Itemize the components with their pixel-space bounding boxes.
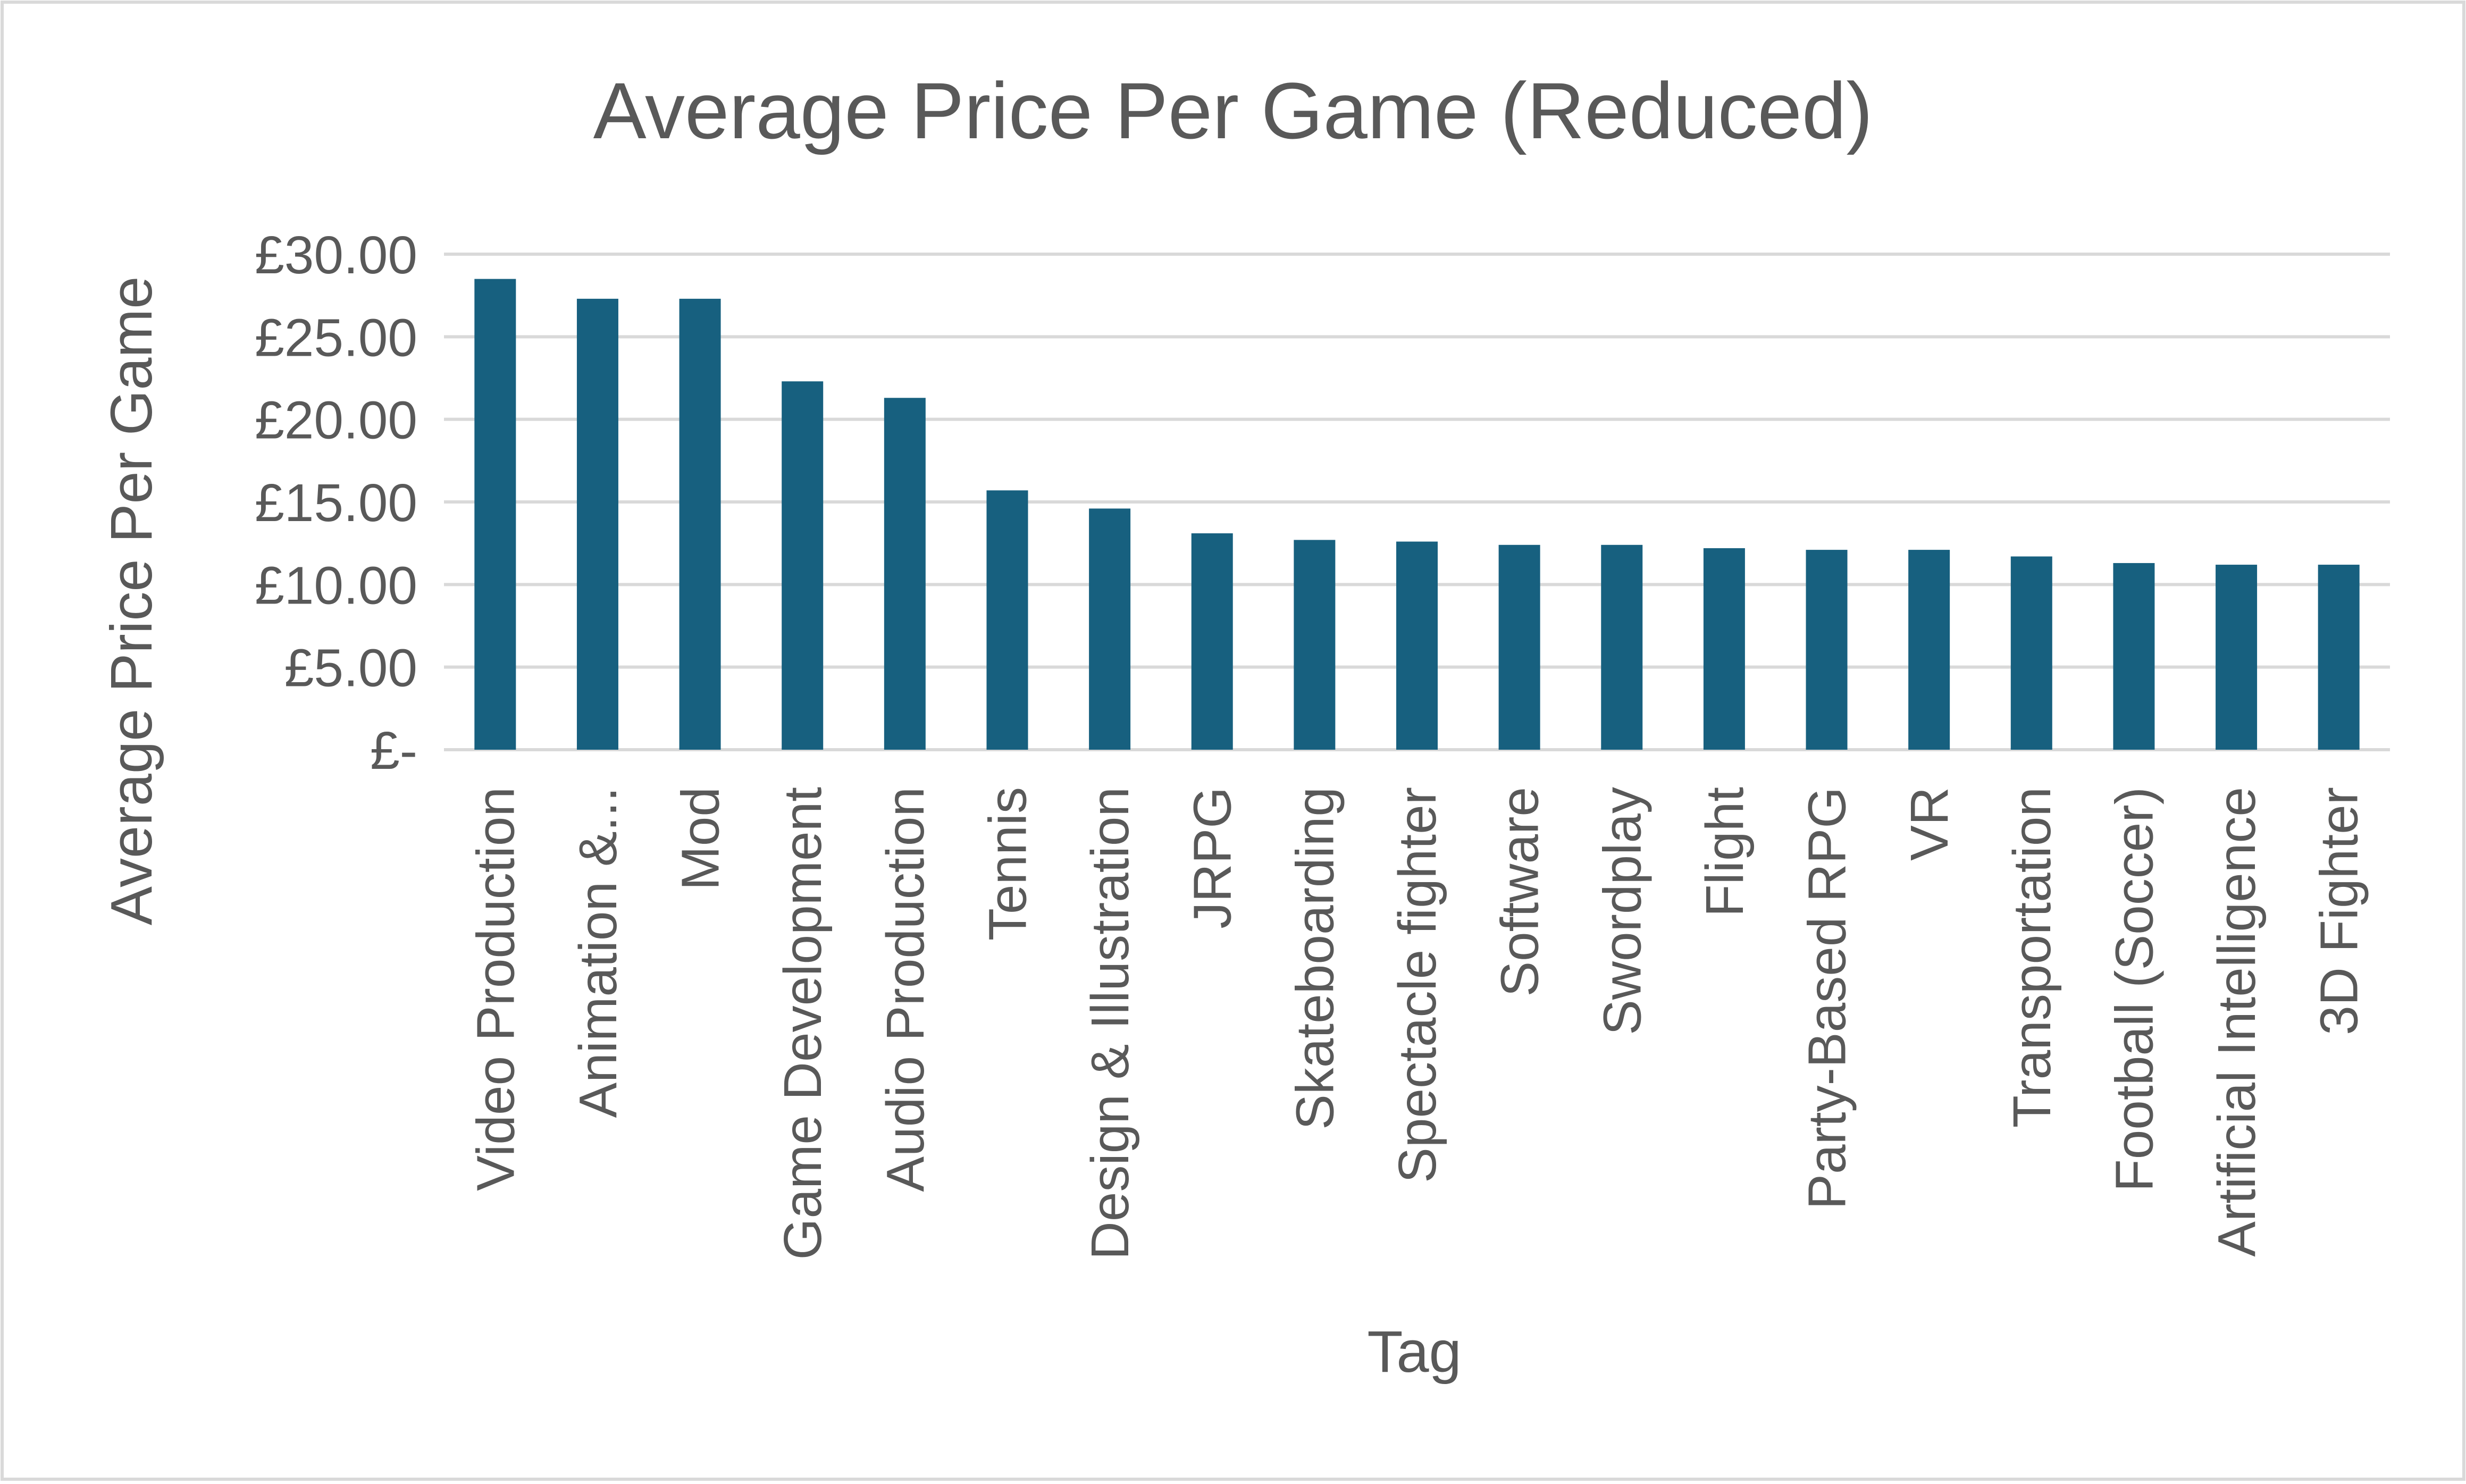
x-tick-label: Artificial Intelligence <box>2207 787 2267 1257</box>
y-axis-title: Average Price Per Game <box>99 276 164 926</box>
x-tick-label: 3D Fighter <box>2310 787 2369 1035</box>
x-tick-label: Spectacle fighter <box>1388 787 1447 1183</box>
bar <box>1498 544 1540 750</box>
x-tick-label: Software <box>1490 787 1550 997</box>
bar <box>782 381 824 750</box>
bar <box>2010 556 2052 750</box>
x-tick-label: Skateboarding <box>1285 787 1345 1130</box>
y-tick-label: £15.00 <box>255 473 417 533</box>
y-tick-label: £30.00 <box>255 225 417 285</box>
x-tick-label: Video Production <box>466 787 525 1191</box>
x-tick-label: Game Development <box>773 787 833 1260</box>
x-tick-label: Party-Based RPG <box>1798 787 1857 1210</box>
x-tick-label: Audio Production <box>876 787 935 1192</box>
bar <box>474 279 516 750</box>
x-tick-label: Design & Illustration <box>1080 787 1140 1260</box>
x-tick-label: Mod <box>671 787 731 891</box>
bar <box>884 398 926 750</box>
bar <box>1703 548 1745 750</box>
y-tick-label: £10.00 <box>255 556 417 615</box>
bar <box>576 298 618 750</box>
x-tick-label: Tennis <box>978 787 1037 941</box>
y-tick-label: £- <box>370 721 417 781</box>
x-tick-label: Flight <box>1695 787 1755 917</box>
y-tick-label: £25.00 <box>255 308 417 367</box>
y-tick-label: £20.00 <box>255 391 417 450</box>
bar <box>1601 544 1643 750</box>
bar <box>1806 550 1848 750</box>
bar <box>2216 565 2258 750</box>
x-axis-tick-labels: Video Production Animation &... Mod Game De… <box>466 787 2369 1260</box>
x-tick-label: JRPG <box>1183 787 1243 929</box>
x-tick-label: Swordplay <box>1592 787 1652 1035</box>
bar <box>1294 540 1336 750</box>
x-tick-label: Animation &... <box>568 787 628 1118</box>
x-axis-title: Tag <box>1367 1319 1461 1385</box>
gridlines <box>444 253 2390 751</box>
bar <box>2113 563 2155 750</box>
chart-title: Average Price Per Game (Reduced) <box>593 66 1873 155</box>
y-tick-label: £5.00 <box>284 639 417 698</box>
bar <box>1396 541 1438 750</box>
bars <box>474 279 2360 750</box>
bar <box>986 490 1028 750</box>
bar <box>1191 533 1233 750</box>
y-axis-tick-labels: £- £5.00 £10.00 £15.00 £20.00 £25.00 £30.00 <box>255 225 417 781</box>
x-tick-label: Transportation <box>2002 787 2062 1128</box>
bar <box>1089 508 1131 750</box>
bar <box>2318 565 2360 750</box>
bar <box>1908 550 1950 750</box>
bar <box>679 298 721 750</box>
x-tick-label: Football (Soccer) <box>2104 787 2164 1192</box>
x-tick-label: VR <box>1900 787 1959 861</box>
